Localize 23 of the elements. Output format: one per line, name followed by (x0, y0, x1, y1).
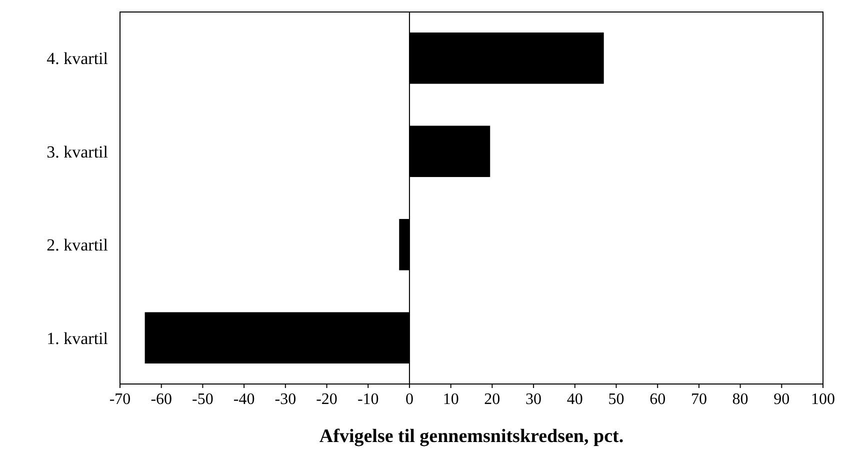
x-tick-label: 90 (774, 391, 790, 408)
x-tick-label: -40 (233, 391, 255, 408)
y-tick-label: 3. kvartil (46, 142, 108, 162)
x-tick-label: 50 (608, 391, 624, 408)
x-tick-label: 80 (732, 391, 748, 408)
x-axis-title: Afvigelse til gennemsnitskredsen, pct. (319, 426, 624, 447)
x-tick-label: 20 (484, 391, 500, 408)
x-tick-label: -10 (357, 391, 379, 408)
x-tick-label: -50 (192, 391, 214, 408)
x-tick-label: -30 (274, 391, 296, 408)
x-tick-label: 0 (405, 391, 414, 408)
x-tick-label: 10 (442, 391, 459, 408)
x-tick-label: 40 (566, 391, 583, 408)
x-tick-label: 60 (650, 391, 666, 408)
y-tick-label: 4. kvartil (46, 49, 108, 68)
y-tick-label: 1. kvartil (46, 328, 108, 348)
x-tick-label: 30 (526, 391, 542, 408)
x-tick-label: -70 (109, 391, 131, 408)
x-tick-label: -60 (150, 391, 172, 408)
y-tick-label: 2. kvartil (46, 236, 108, 255)
x-tick-label: -20 (316, 391, 338, 408)
x-tick-label: 100 (811, 391, 835, 408)
x-tick-label: 70 (690, 391, 707, 408)
